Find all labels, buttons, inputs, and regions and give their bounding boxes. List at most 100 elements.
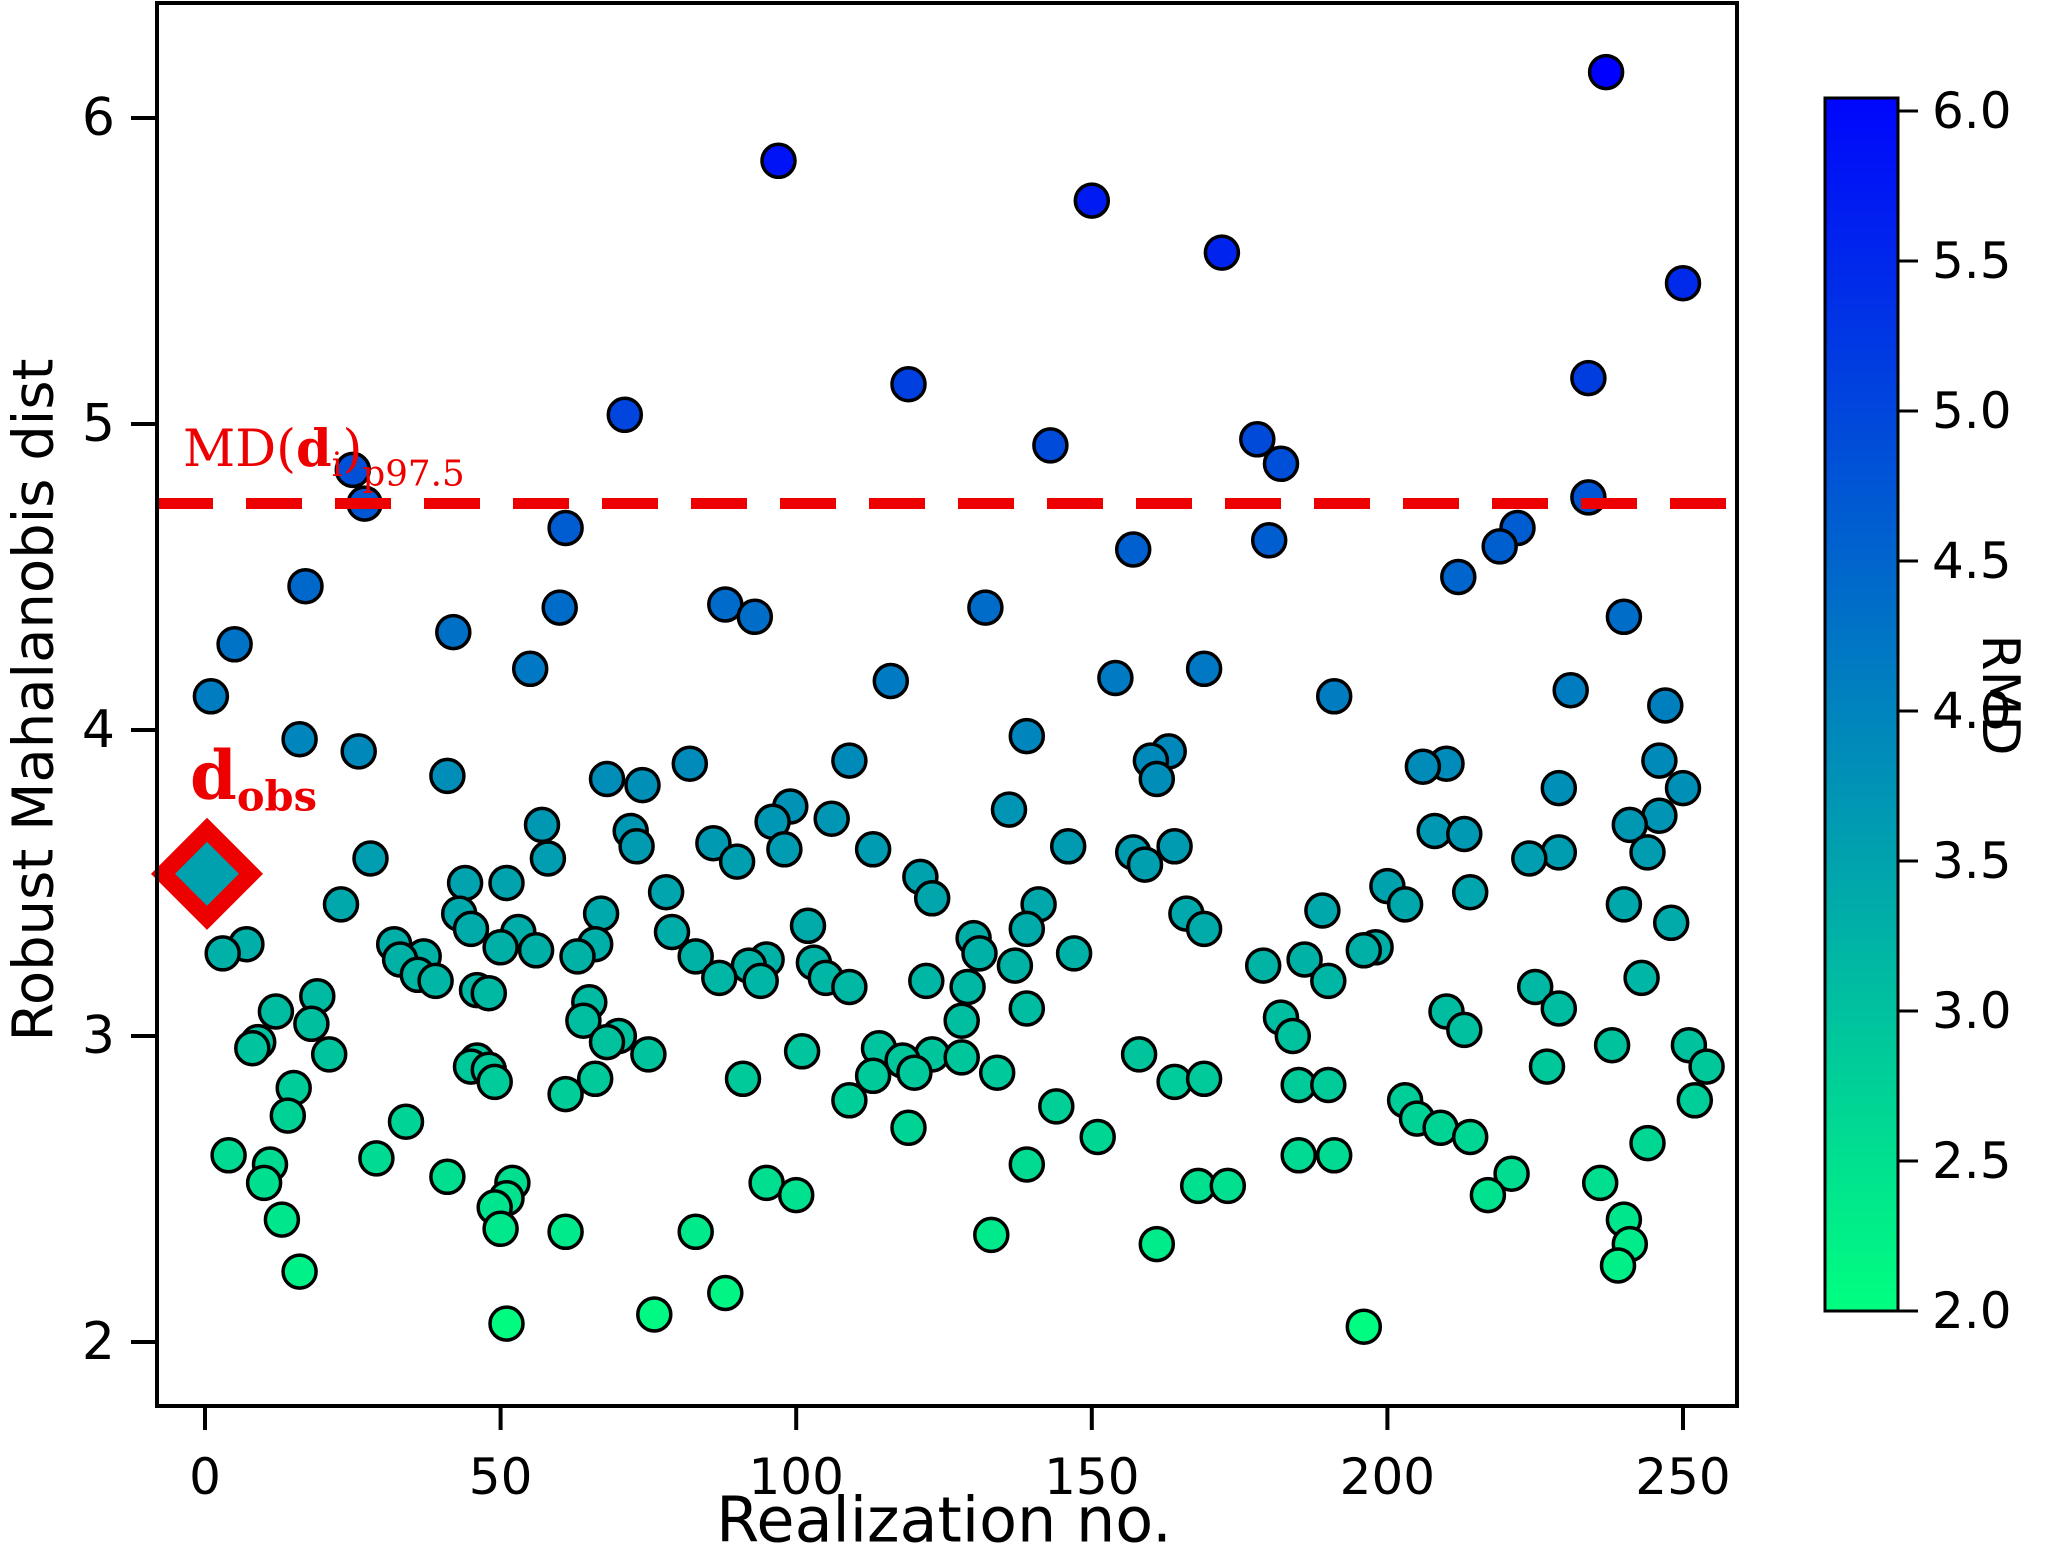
scatter-point [387, 1103, 425, 1140]
scatter-point [1138, 1225, 1176, 1263]
x-axis-ticks: 0 50 100 150 200 250 [189, 1406, 1731, 1506]
scatter-point [1599, 1247, 1637, 1284]
scatter-point [576, 1060, 614, 1098]
scatter-point [1664, 264, 1702, 302]
x-tick-label: 150 [1044, 1448, 1139, 1506]
scatter-point [1079, 1118, 1116, 1156]
scatter-point [1049, 828, 1087, 865]
scatter-point [742, 962, 779, 1000]
scatter-point [1652, 904, 1690, 942]
scatter-point [1647, 687, 1684, 724]
scatter-point [588, 1023, 626, 1061]
scatter-point [1605, 886, 1643, 923]
scatter-point [358, 1140, 395, 1177]
scatter-point [1451, 873, 1489, 911]
scatter-point [1416, 812, 1453, 850]
scatter-point [204, 935, 241, 972]
scatter-point [1126, 846, 1164, 883]
scatter-point [890, 365, 927, 403]
scatter-point [760, 142, 797, 180]
scatter-point [813, 800, 850, 837]
scatter-point [559, 938, 596, 975]
scatter-point [234, 1029, 271, 1067]
scatter-point [1097, 659, 1134, 697]
scatter-point [1262, 445, 1300, 483]
scatter-point [1629, 1124, 1666, 1162]
scatter-point [1032, 427, 1069, 464]
y-tick-label: 5 [82, 394, 115, 454]
colorbar-label: RMD [1970, 634, 2030, 756]
scatter-point [677, 938, 714, 975]
scatter-point [582, 895, 620, 932]
scatter-point [1203, 234, 1241, 271]
scatter-point [1688, 1048, 1725, 1085]
scatter-point [872, 662, 910, 700]
colorbar-tick-label: 2.0 [1932, 1282, 2012, 1340]
scatter-point [1008, 990, 1046, 1027]
scatter-point [695, 824, 732, 862]
scatter-point [831, 1082, 868, 1119]
scatter-point [565, 1002, 602, 1039]
scatter-point [470, 974, 508, 1012]
scatter-point [1540, 990, 1578, 1027]
scatter-point [701, 959, 738, 997]
colorbar-tick-label: 6.0 [1932, 82, 2012, 140]
colorbar-tick-label: 5.5 [1932, 232, 2012, 290]
scatter-point [1641, 742, 1678, 779]
scatter-point [281, 1253, 318, 1290]
scatter-point [1528, 1048, 1566, 1085]
scatter-point [1156, 828, 1193, 865]
scatter-point [1552, 671, 1589, 709]
scatter-point [1185, 1060, 1223, 1098]
scatter-point [990, 791, 1028, 828]
scatter-point [707, 1274, 744, 1312]
scatter-point [1286, 941, 1323, 978]
scatter-point [636, 1296, 673, 1333]
scatter-point [1055, 935, 1093, 972]
scatter-point [281, 720, 318, 758]
scatter-point [1120, 1036, 1158, 1073]
colorbar [1823, 96, 1900, 1313]
scatter-point [417, 962, 454, 1000]
scatter-point [913, 880, 951, 917]
scatter-point [854, 831, 892, 868]
scatter-point [1315, 1137, 1353, 1174]
scatter-point [1440, 558, 1477, 596]
scatter-point [1250, 522, 1288, 559]
scatter-point [192, 678, 230, 715]
scatter-point [949, 968, 986, 1006]
scatter-point [547, 509, 584, 547]
scatter-point [334, 451, 372, 489]
scatter-point [340, 733, 377, 770]
scatter-point [1345, 1308, 1383, 1345]
scatter-point [541, 589, 578, 626]
colorbar-tick-label: 5.0 [1932, 382, 2012, 440]
scatter-point [588, 760, 626, 798]
scatter-point [310, 1036, 348, 1073]
scatter-point [1540, 834, 1578, 871]
scatter-point [452, 910, 490, 948]
scatter-point [606, 396, 644, 434]
scatter-point [1516, 968, 1554, 1006]
scatter-point [1493, 1155, 1530, 1192]
scatter-point [1386, 886, 1424, 923]
x-tick-label: 0 [189, 1448, 221, 1506]
scatter-points [192, 53, 1725, 1345]
scatter-point [1073, 182, 1111, 219]
scatter-point [1304, 892, 1341, 929]
scatter-point [1540, 769, 1578, 807]
scatter-point [1185, 650, 1223, 688]
scatter-point [547, 1075, 584, 1113]
threshold-annotation: MD(di)p97.5 [183, 419, 465, 495]
scatter-point [269, 1097, 307, 1134]
scatter-point [1511, 840, 1548, 877]
scatter-point [854, 1057, 892, 1095]
colorbar-tick-label: 3.0 [1932, 982, 2012, 1040]
scatter-point [1008, 717, 1046, 755]
scatter-point [1008, 910, 1046, 948]
scatter-point [352, 840, 389, 877]
scatter-point [908, 962, 945, 1000]
scatter-point [766, 831, 803, 868]
scatter-point [1629, 834, 1666, 871]
scatter-point [429, 757, 466, 795]
